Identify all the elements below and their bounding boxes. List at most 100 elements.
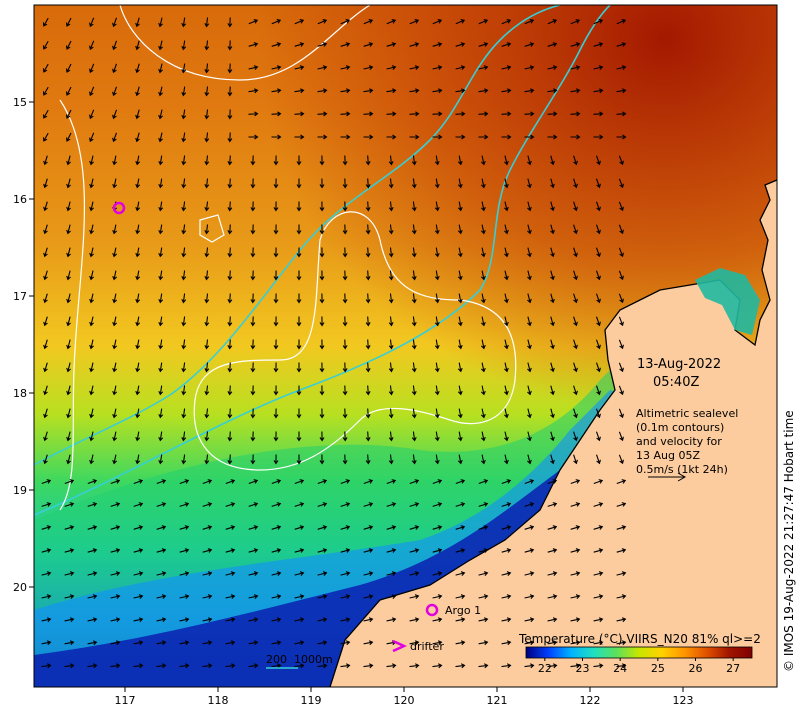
velocity-arrow — [550, 270, 555, 281]
velocity-arrow — [41, 571, 52, 576]
velocity-arrow — [319, 201, 325, 212]
velocity-arrow — [273, 385, 279, 396]
velocity-arrow — [455, 111, 466, 117]
velocity-arrow — [363, 548, 374, 553]
velocity-arrow — [64, 502, 75, 507]
velocity-arrow — [135, 339, 141, 350]
velocity-arrow — [570, 594, 581, 599]
velocity-arrow — [110, 479, 121, 485]
velocity-arrow — [204, 40, 210, 51]
velocity-arrow — [317, 134, 328, 140]
velocity-arrow — [135, 132, 140, 143]
velocity-arrow — [317, 548, 328, 553]
velocity-arrow — [273, 454, 279, 465]
velocity-arrow — [181, 109, 187, 120]
velocity-arrow — [227, 178, 233, 189]
velocity-arrow — [504, 454, 509, 465]
velocity-arrow — [363, 65, 374, 70]
velocity-arrow — [363, 617, 374, 623]
velocity-arrow — [618, 270, 624, 281]
velocity-arrow — [179, 479, 190, 485]
velocity-arrow — [250, 155, 256, 166]
velocity-arrow — [480, 431, 486, 442]
velocity-arrow — [386, 548, 397, 553]
velocity-arrow — [455, 502, 466, 507]
velocity-arrow — [202, 479, 213, 485]
velocity-arrow — [547, 111, 558, 117]
velocity-arrow — [386, 88, 397, 94]
velocity-arrow — [89, 385, 94, 396]
velocity-arrow — [227, 385, 233, 396]
velocity-arrow — [179, 594, 190, 599]
velocity-arrow — [411, 224, 417, 235]
velocity-arrow — [112, 408, 118, 419]
velocity-arrow — [457, 408, 463, 419]
velocity-arrow — [319, 178, 325, 189]
velocity-arrow — [547, 617, 558, 623]
velocity-arrow — [112, 132, 118, 143]
velocity-arrow — [595, 339, 601, 350]
sealevel-contour — [193, 211, 517, 471]
velocity-arrow — [248, 19, 259, 25]
velocity-arrow — [248, 617, 259, 623]
velocity-arrow — [432, 525, 443, 530]
velocity-arrow — [181, 362, 187, 373]
velocity-arrow — [480, 155, 486, 166]
drifter-icon — [392, 639, 408, 653]
velocity-arrow — [204, 109, 210, 120]
velocity-arrow — [158, 247, 164, 258]
velocity-arrow — [112, 109, 118, 120]
velocity-arrow — [271, 571, 282, 576]
velocity-arrow — [110, 617, 121, 623]
velocity-arrow — [181, 339, 187, 350]
velocity-arrow — [273, 293, 279, 304]
velocity-arrow — [593, 479, 604, 485]
velocity-arrow — [388, 362, 394, 373]
velocity-arrow — [112, 316, 118, 327]
velocity-arrow — [296, 339, 302, 350]
velocity-arrow — [133, 640, 144, 646]
velocity-arrow — [618, 201, 624, 212]
velocity-arrow — [319, 408, 325, 419]
colorbar — [525, 646, 753, 659]
velocity-arrow — [432, 19, 443, 25]
argo-float-marker[interactable] — [112, 201, 126, 215]
velocity-arrow — [89, 247, 94, 258]
velocity-arrow — [365, 155, 371, 166]
velocity-arrow — [434, 339, 440, 350]
velocity-arrow — [65, 63, 72, 73]
velocity-arrow — [455, 19, 466, 25]
velocity-arrows — [41, 17, 627, 669]
velocity-arrow — [480, 293, 486, 304]
velocity-arrow — [89, 17, 95, 28]
velocity-arrow — [432, 663, 443, 669]
velocity-arrow — [181, 224, 187, 235]
velocity-arrow — [340, 479, 351, 485]
velocity-arrow — [271, 134, 282, 140]
velocity-arrow — [248, 525, 259, 530]
velocity-arrow — [204, 224, 210, 235]
velocity-arrow — [43, 293, 48, 304]
velocity-arrow — [296, 408, 302, 419]
velocity-arrow — [135, 17, 140, 28]
velocity-arrow — [340, 19, 351, 25]
velocity-arrow — [294, 65, 305, 70]
lon-tick-label: 123 — [673, 694, 694, 707]
velocity-arrow — [181, 132, 187, 143]
sealevel-contour — [199, 214, 225, 243]
velocity-arrow — [319, 316, 325, 327]
velocity-arrow — [432, 571, 443, 576]
velocity-arrow — [135, 408, 141, 419]
velocity-arrow — [388, 316, 394, 327]
velocity-arrow — [271, 663, 282, 669]
velocity-arrow — [524, 42, 535, 47]
velocity-arrow — [250, 247, 256, 258]
velocity-arrow — [388, 224, 394, 235]
velocity-arrow — [319, 293, 325, 304]
velocity-arrow — [135, 86, 140, 97]
colorbar-tick-label: 22 — [538, 662, 552, 675]
velocity-arrow — [273, 178, 279, 189]
velocity-arrow — [547, 42, 558, 47]
velocity-arrow — [317, 640, 328, 646]
velocity-arrow — [457, 385, 463, 396]
